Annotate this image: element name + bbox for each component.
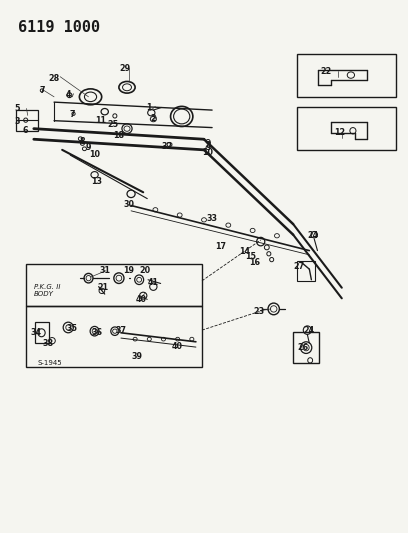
Text: 1: 1: [146, 103, 152, 112]
Text: 5: 5: [15, 104, 20, 113]
Text: 26: 26: [298, 343, 309, 352]
Text: 37: 37: [115, 326, 126, 335]
Text: 41: 41: [148, 278, 159, 287]
Text: 10: 10: [202, 148, 213, 157]
Text: 17: 17: [215, 242, 226, 251]
Text: 21: 21: [97, 283, 108, 292]
Text: 14: 14: [239, 247, 250, 256]
Text: 2: 2: [151, 114, 156, 123]
Text: 27: 27: [294, 262, 305, 271]
Text: 32: 32: [162, 142, 173, 151]
Text: 7: 7: [39, 86, 44, 95]
Text: 19: 19: [124, 266, 135, 275]
Text: 22: 22: [320, 67, 331, 76]
Text: 36: 36: [91, 328, 102, 337]
Text: 25: 25: [107, 120, 118, 129]
Text: 6119 1000: 6119 1000: [18, 20, 100, 35]
Text: 3: 3: [15, 117, 20, 126]
Text: 13: 13: [91, 177, 102, 186]
Text: 33: 33: [206, 214, 217, 223]
Text: 11: 11: [95, 116, 106, 125]
Text: 4: 4: [66, 90, 71, 99]
Text: 8: 8: [80, 138, 85, 147]
Text: 34: 34: [30, 328, 41, 337]
Text: 29: 29: [120, 64, 131, 73]
Text: 20: 20: [140, 266, 151, 275]
Text: 35: 35: [67, 324, 78, 333]
Text: 10: 10: [89, 150, 100, 159]
Text: 39: 39: [132, 352, 143, 361]
Text: 9: 9: [86, 143, 91, 152]
Text: 40: 40: [136, 295, 147, 304]
Text: P.K.G. II
BODY: P.K.G. II BODY: [34, 284, 60, 297]
Text: 12: 12: [334, 128, 345, 138]
Text: 6: 6: [23, 126, 29, 135]
Text: 7: 7: [69, 110, 75, 119]
Text: 23: 23: [253, 307, 264, 316]
Text: 16: 16: [249, 258, 260, 266]
Text: S-1945: S-1945: [38, 360, 62, 366]
Text: 24: 24: [304, 326, 315, 335]
Text: 24: 24: [308, 231, 319, 240]
Text: 31: 31: [99, 266, 110, 275]
Text: 40: 40: [172, 342, 183, 351]
Text: 15: 15: [245, 252, 256, 261]
Text: 38: 38: [42, 339, 53, 348]
Text: 28: 28: [49, 74, 60, 83]
Text: 18: 18: [113, 131, 124, 140]
Text: 30: 30: [124, 200, 135, 209]
Text: 8: 8: [205, 141, 211, 150]
